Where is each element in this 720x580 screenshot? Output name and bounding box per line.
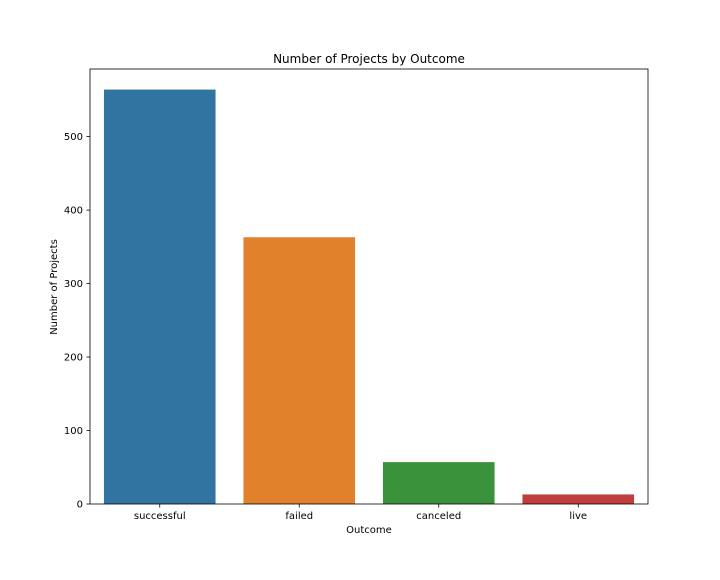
bars-layer: [103, 89, 635, 504]
y-tick-label: 100: [64, 426, 83, 437]
x-tick-label: successful: [134, 511, 186, 522]
x-tick-label: failed: [285, 511, 313, 522]
plot-frame: [89, 68, 649, 505]
y-axis-label: Number of Projects: [49, 239, 60, 335]
axis-layer: successful failed canceled live 0 100 200 300 40…: [64, 132, 587, 522]
y-tick-label: 200: [64, 353, 83, 364]
x-axis-label: Outcome: [346, 525, 392, 536]
chart-title: Number of Projects by Outcome: [273, 52, 465, 66]
bar-canceled: [382, 462, 495, 504]
y-tick-label: 0: [77, 500, 83, 511]
y-tick-label: 500: [64, 132, 83, 143]
y-tick-label: 400: [64, 206, 83, 217]
x-tick-label: canceled: [416, 511, 461, 522]
bar-live: [522, 494, 635, 504]
bar-failed: [243, 237, 356, 504]
bar-successful: [103, 89, 216, 504]
y-tick-label: 300: [64, 279, 83, 290]
x-tick-label: live: [569, 511, 587, 522]
